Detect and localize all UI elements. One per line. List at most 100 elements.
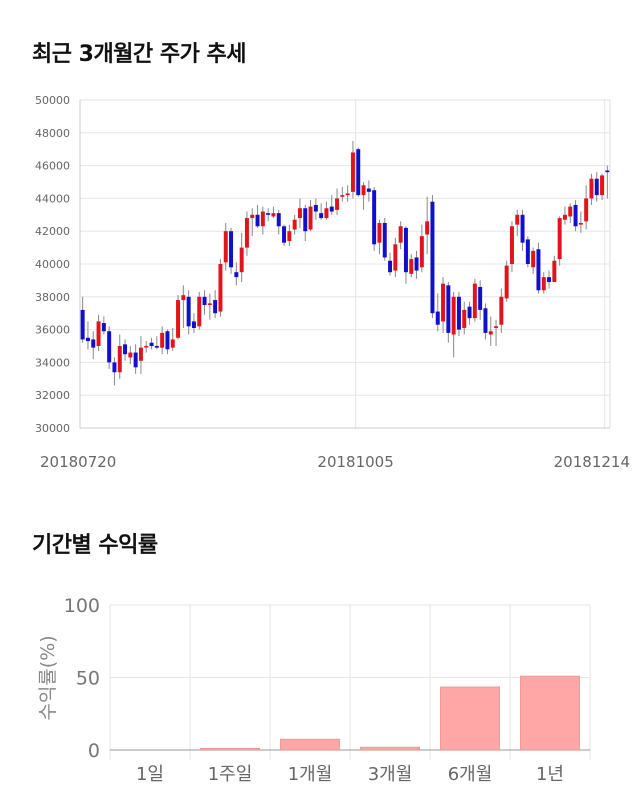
- candle-body: [96, 321, 101, 346]
- return-bar: [360, 746, 420, 751]
- x-date-label: 20180720: [40, 453, 116, 471]
- candle-body: [117, 346, 122, 373]
- candle-body: [313, 204, 318, 212]
- candle-body: [483, 308, 488, 333]
- candle-body: [594, 178, 599, 196]
- y-tick-label: 38000: [35, 291, 70, 304]
- candle-body: [515, 214, 520, 225]
- candle-body: [202, 296, 207, 305]
- candle-body: [197, 296, 202, 327]
- candle-body: [186, 296, 191, 327]
- candle-body: [446, 285, 451, 333]
- candle-body: [509, 226, 514, 264]
- candle-body: [107, 331, 112, 363]
- y-tick-label: 48000: [35, 127, 70, 140]
- candle-body: [244, 218, 249, 248]
- candle-body: [303, 208, 308, 232]
- y-tick-label: 100: [64, 595, 100, 617]
- candle-body: [266, 213, 271, 215]
- return-bar: [440, 686, 500, 751]
- candle-body: [488, 331, 493, 335]
- candle-body: [573, 204, 578, 227]
- candle-body: [504, 265, 509, 299]
- candle-body: [91, 339, 96, 348]
- candle-body: [393, 244, 398, 271]
- candle-body: [377, 223, 382, 243]
- candle-body: [340, 195, 345, 197]
- candle-body: [584, 198, 589, 222]
- y-tick-label: 0: [88, 740, 100, 762]
- candle-body: [345, 193, 350, 196]
- price-chart-title: 최근 3개월간 주가 추세: [32, 42, 246, 67]
- candle-body: [525, 239, 530, 264]
- y-tick-label: 30000: [35, 422, 70, 435]
- candle-body: [234, 272, 239, 278]
- price-chart: 30000 32000 34000 36000 38000 40000 42000 44000…: [35, 94, 630, 471]
- y-tick-label: 44000: [35, 192, 70, 205]
- candle-body: [255, 214, 260, 227]
- candle-body: [589, 178, 594, 199]
- candle-body: [568, 206, 573, 217]
- candle-body: [388, 260, 393, 273]
- candle-body: [292, 219, 297, 230]
- candle-body: [297, 208, 302, 219]
- candle-body: [600, 175, 605, 196]
- candle-body: [430, 201, 435, 314]
- candle-body: [382, 223, 387, 258]
- candle-body: [218, 264, 223, 312]
- candle-body: [181, 295, 186, 301]
- candle-body: [271, 213, 276, 217]
- candle-body: [282, 226, 287, 243]
- category-label: 1주일: [208, 764, 253, 785]
- candle-body: [472, 283, 477, 319]
- candle-body: [324, 208, 329, 219]
- candle-body: [144, 346, 149, 348]
- candle-body: [85, 337, 90, 342]
- category-label: 1개월: [288, 764, 333, 785]
- candle-body: [350, 152, 355, 192]
- candle-body: [531, 250, 536, 268]
- candle-body: [329, 206, 334, 212]
- candle-body: [372, 190, 377, 245]
- candle-body: [398, 226, 403, 243]
- candle-body: [356, 149, 361, 196]
- x-date-label: 20181005: [317, 453, 393, 471]
- candle-body: [562, 214, 567, 220]
- candle-body: [250, 214, 255, 219]
- candle-body: [149, 342, 154, 346]
- returns-chart-title: 기간별 수익률: [32, 533, 158, 558]
- candle-body: [435, 311, 440, 325]
- category-label: 6개월: [448, 764, 493, 785]
- candle-body: [499, 296, 504, 325]
- candle-body: [541, 277, 546, 291]
- candle-body: [80, 309, 85, 340]
- candle-body: [138, 347, 143, 361]
- candle-body: [239, 247, 244, 273]
- candle-body: [403, 227, 408, 273]
- candle-body: [335, 198, 340, 210]
- candle-body: [223, 231, 228, 263]
- candle-body: [467, 306, 472, 319]
- y-tick-label: 36000: [35, 324, 70, 337]
- candle-body: [191, 321, 196, 328]
- y-tick-label: 42000: [35, 225, 70, 238]
- candle-body: [536, 249, 541, 291]
- candle-body: [207, 303, 212, 305]
- y-tick-label: 46000: [35, 160, 70, 173]
- candle-body: [552, 260, 557, 283]
- candle-body: [123, 344, 128, 355]
- candle-body: [451, 296, 456, 335]
- candle-body: [308, 206, 313, 230]
- candle-body: [605, 170, 610, 173]
- candle-body: [578, 223, 583, 225]
- candle-body: [165, 331, 170, 350]
- candle-body: [462, 309, 467, 328]
- candle-body: [547, 277, 552, 283]
- candle-body: [128, 352, 133, 358]
- candle-body: [176, 300, 181, 338]
- candle-body: [494, 326, 499, 328]
- candle-body: [160, 332, 165, 348]
- candle-body: [557, 218, 562, 260]
- candle-body: [276, 213, 281, 227]
- candle-body: [229, 231, 234, 268]
